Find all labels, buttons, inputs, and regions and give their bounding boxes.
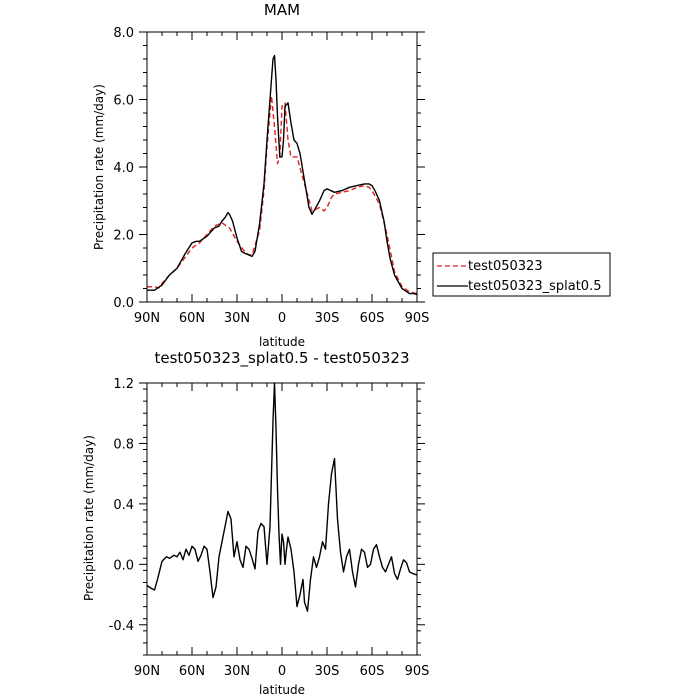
bottom-panel-tick-labels: 90N 60N 30N 0 30S 60S 90S -0.4 0.0 0.4 0.8 1.2	[109, 377, 430, 679]
x-tick-label: 90S	[405, 311, 430, 326]
x-tick-label: 60S	[360, 664, 385, 679]
x-tick-label: 90S	[405, 664, 430, 679]
bottom-panel: test050323_splat0.5 - test050323 Precipi…	[82, 349, 429, 697]
y-tick-label: 1.2	[113, 377, 134, 392]
bottom-panel-title: test050323_splat0.5 - test050323	[154, 349, 409, 368]
top-panel-series	[147, 54, 418, 296]
y-tick-label: 8.0	[113, 26, 134, 41]
x-tick-label: 90N	[134, 664, 160, 679]
y-tick-label: 0.4	[113, 498, 134, 513]
series-line-1	[146, 382, 418, 612]
y-tick-label: 0.0	[113, 296, 134, 311]
top-panel-title: MAM	[264, 1, 300, 19]
bottom-panel-ylabel: Precipitation rate (mm/day)	[82, 435, 96, 601]
x-tick-label: 60N	[179, 664, 205, 679]
x-tick-label: 30N	[224, 311, 250, 326]
legend-label-series-1: test050323	[468, 259, 543, 274]
x-tick-label: 0	[278, 311, 286, 326]
x-tick-label: 30N	[224, 664, 250, 679]
y-tick-label: 0.0	[113, 558, 134, 573]
x-tick-label: 0	[278, 664, 286, 679]
x-tick-label: 30S	[315, 311, 340, 326]
legend: test050323 test050323_splat0.5	[432, 252, 611, 297]
bottom-panel-plot-frame	[146, 382, 418, 656]
y-tick-label: -0.4	[109, 619, 134, 634]
top-panel: MAM Precipitation rate (mm/day) latitude…	[92, 1, 429, 349]
x-tick-label: 30S	[315, 664, 340, 679]
top-panel-ylabel: Precipitation rate (mm/day)	[92, 84, 106, 250]
top-panel-xlabel: latitude	[259, 335, 305, 349]
x-tick-label: 90N	[134, 311, 160, 326]
x-tick-label: 60N	[179, 311, 205, 326]
bottom-panel-ticks	[139, 382, 425, 656]
y-tick-label: 4.0	[113, 161, 134, 176]
series-line-2	[147, 54, 418, 296]
legend-label-series-2: test050323_splat0.5	[468, 279, 601, 294]
x-tick-label: 60S	[360, 311, 385, 326]
y-tick-label: 2.0	[113, 229, 134, 244]
top-panel-tick-labels: 90N 60N 30N 0 30S 60S 90S 0.0 2.0 4.0 6.0 8.0	[113, 26, 429, 326]
bottom-panel-xlabel: latitude	[259, 683, 305, 697]
top-panel-ticks	[139, 31, 425, 303]
y-tick-label: 6.0	[113, 94, 134, 109]
y-tick-label: 0.8	[113, 437, 134, 452]
legend-box	[432, 252, 611, 297]
top-panel-plot-frame	[146, 31, 418, 303]
bottom-panel-series	[146, 382, 418, 612]
